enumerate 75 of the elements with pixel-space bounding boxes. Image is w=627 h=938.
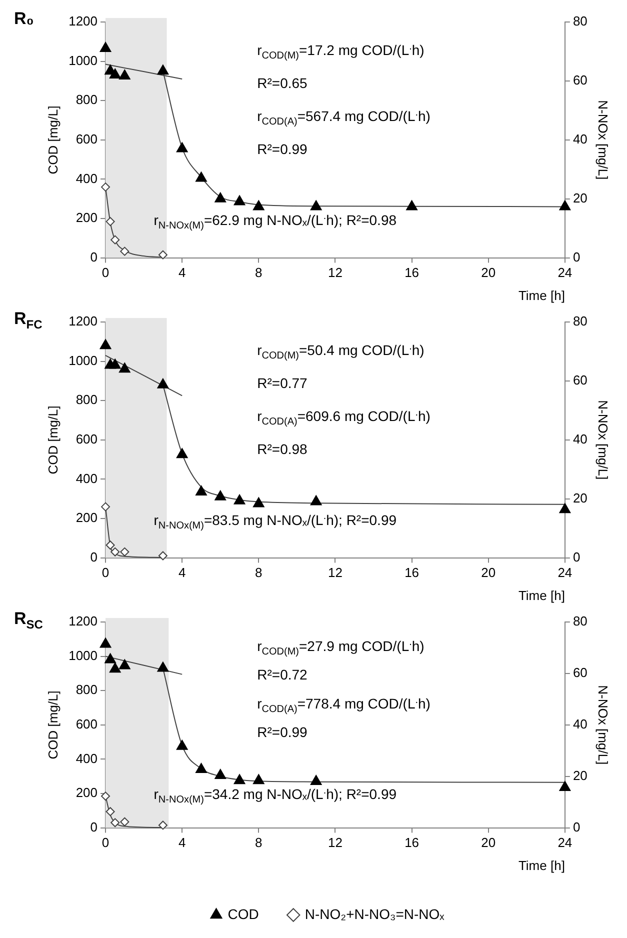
y-tick-label: 600 bbox=[76, 131, 98, 146]
x-tick-label: 20 bbox=[481, 265, 496, 280]
x-axis-title: Time [h] bbox=[518, 588, 565, 603]
x-tick-label: 16 bbox=[404, 265, 420, 280]
y2-tick-label: 20 bbox=[572, 490, 588, 506]
y-tick-label: 1200 bbox=[68, 614, 98, 629]
x-tick-label: 20 bbox=[481, 835, 496, 850]
y-tick-label: 0 bbox=[90, 249, 98, 264]
y-tick-label: 1000 bbox=[68, 352, 98, 368]
x-tick-label: 24 bbox=[558, 265, 572, 280]
y2-tick-label: 0 bbox=[572, 549, 580, 564]
x-tick-label: 4 bbox=[178, 265, 186, 280]
y-tick-label: 800 bbox=[76, 392, 98, 408]
y2-tick-label: 80 bbox=[572, 314, 588, 329]
y-tick-label: 800 bbox=[76, 682, 98, 698]
x-tick-label: 4 bbox=[178, 835, 186, 850]
legend-label: N-NO₂+N-NO₃=N-NOₓ bbox=[304, 906, 445, 922]
y2-tick-label: 80 bbox=[572, 614, 588, 629]
y-tick-label: 0 bbox=[90, 549, 98, 564]
y-axis-title: COD [mg/L] bbox=[45, 106, 60, 174]
annotation: R²=0.99 bbox=[257, 724, 308, 740]
y-tick-label: 200 bbox=[76, 785, 98, 800]
y-tick-label: 600 bbox=[76, 716, 98, 732]
legend-label: COD bbox=[228, 906, 259, 922]
chart-title: R₀ bbox=[14, 9, 34, 28]
y2-axis-title: N-NOx [mg/L] bbox=[596, 100, 611, 180]
annotation: R²=0.77 bbox=[257, 375, 308, 392]
y2-tick-label: 0 bbox=[572, 249, 580, 264]
x-tick-label: 16 bbox=[404, 835, 420, 850]
y2-tick-label: 60 bbox=[572, 72, 588, 88]
annotation: R²=0.98 bbox=[257, 441, 308, 458]
annotation: R²=0.65 bbox=[257, 75, 308, 92]
y-axis-title: COD [mg/L] bbox=[45, 406, 60, 474]
y2-axis-title: N-NOx [mg/L] bbox=[596, 685, 611, 765]
x-axis-title: Time [h] bbox=[518, 858, 565, 873]
x-axis-title: Time [h] bbox=[518, 288, 565, 303]
x-tick-label: 20 bbox=[481, 565, 496, 580]
annotation: R²=0.72 bbox=[257, 666, 308, 683]
x-tick-label: 8 bbox=[255, 565, 262, 580]
x-tick-label: 24 bbox=[558, 565, 572, 580]
y2-tick-label: 60 bbox=[572, 665, 588, 680]
y2-tick-label: 20 bbox=[572, 768, 588, 783]
x-tick-label: 4 bbox=[178, 565, 186, 580]
x-tick-label: 24 bbox=[558, 835, 572, 850]
y-tick-label: 400 bbox=[76, 170, 98, 186]
x-tick-label: 16 bbox=[404, 565, 420, 580]
x-tick-label: 8 bbox=[255, 835, 262, 850]
x-tick-label: 0 bbox=[102, 265, 110, 280]
y2-tick-label: 40 bbox=[572, 131, 588, 146]
y2-tick-label: 40 bbox=[572, 716, 588, 732]
y2-tick-label: 60 bbox=[572, 372, 588, 388]
y-tick-label: 400 bbox=[76, 470, 98, 486]
x-tick-label: 12 bbox=[328, 265, 342, 280]
y-tick-label: 1000 bbox=[68, 52, 98, 68]
y-tick-label: 200 bbox=[76, 210, 98, 226]
annotation: R²=0.99 bbox=[257, 141, 308, 158]
x-tick-label: 0 bbox=[102, 835, 110, 850]
x-tick-label: 12 bbox=[328, 565, 342, 580]
y2-tick-label: 0 bbox=[572, 819, 580, 834]
y-axis-title: COD [mg/L] bbox=[45, 690, 60, 760]
y2-axis-title: N-NOx [mg/L] bbox=[596, 400, 611, 480]
y-tick-label: 0 bbox=[90, 819, 98, 834]
y-tick-label: 600 bbox=[76, 431, 98, 446]
y2-tick-label: 40 bbox=[572, 431, 588, 446]
x-tick-label: 8 bbox=[255, 265, 262, 280]
y-tick-label: 400 bbox=[76, 750, 98, 766]
y-tick-label: 800 bbox=[76, 92, 98, 108]
y-tick-label: 1200 bbox=[68, 314, 98, 329]
y-tick-label: 1000 bbox=[68, 648, 98, 663]
y2-tick-label: 80 bbox=[572, 14, 588, 29]
y-tick-label: 200 bbox=[76, 510, 98, 526]
x-tick-label: 0 bbox=[102, 565, 110, 580]
y2-tick-label: 20 bbox=[572, 190, 588, 206]
y-tick-label: 1200 bbox=[68, 14, 98, 29]
x-tick-label: 12 bbox=[328, 835, 342, 850]
